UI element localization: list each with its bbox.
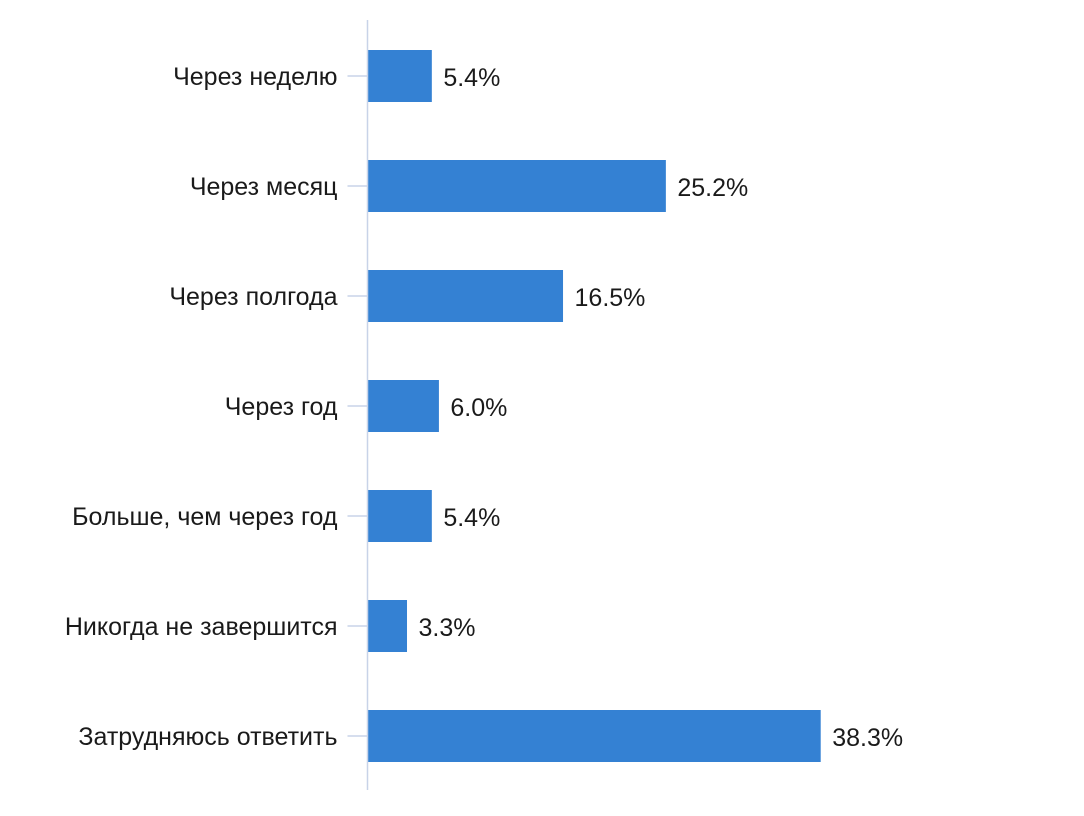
bar-1 bbox=[368, 160, 666, 212]
category-label: Больше, чем через год bbox=[72, 503, 338, 531]
value-label: 16.5% bbox=[575, 284, 646, 312]
category-label: Никогда не завершится bbox=[65, 613, 338, 641]
value-label: 3.3% bbox=[419, 614, 476, 642]
value-label: 5.4% bbox=[443, 64, 500, 92]
bars-layer: Через неделю 5.4% Через месяц 25.2% Через по… bbox=[65, 50, 903, 762]
bar-6 bbox=[368, 710, 821, 762]
bar-5 bbox=[368, 600, 408, 652]
value-label: 25.2% bbox=[677, 174, 748, 202]
category-label: Через полгода bbox=[169, 283, 337, 311]
category-label: Затрудняюсь ответить bbox=[78, 723, 337, 751]
category-label: Через месяц bbox=[190, 173, 338, 201]
category-label: Через неделю bbox=[173, 63, 337, 91]
category-label: Через год bbox=[225, 393, 338, 421]
bar-2 bbox=[368, 270, 564, 322]
value-label: 6.0% bbox=[450, 394, 507, 422]
value-label: 38.3% bbox=[832, 724, 903, 752]
value-label: 5.4% bbox=[443, 504, 500, 532]
bar-0 bbox=[368, 50, 432, 102]
bar-4 bbox=[368, 490, 432, 542]
bar-3 bbox=[368, 380, 439, 432]
